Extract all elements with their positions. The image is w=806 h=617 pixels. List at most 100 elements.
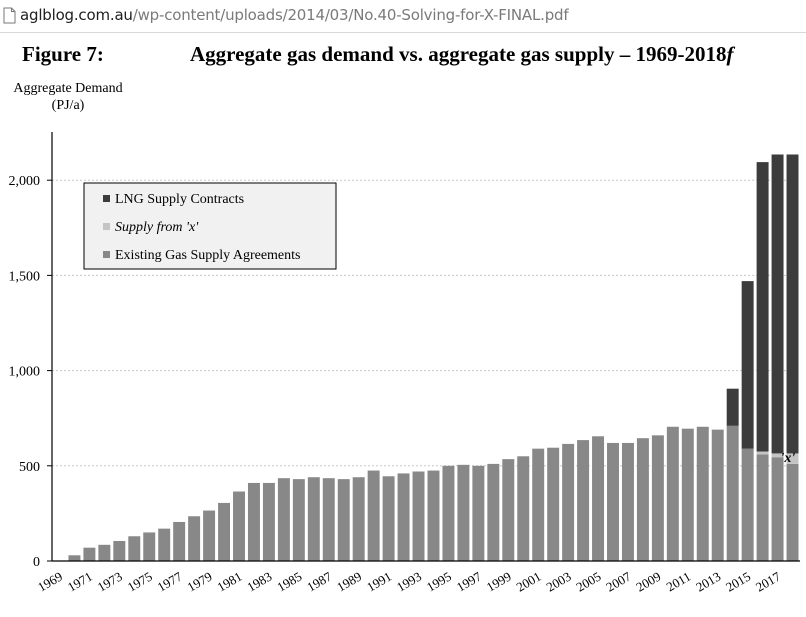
bar [158, 528, 171, 561]
x-tick-label: 1997 [454, 568, 484, 594]
x-tick-label: 1973 [95, 569, 125, 595]
x-tick-label: 2003 [544, 569, 574, 595]
y-tick-label: 1,000 [9, 365, 41, 380]
figure-title-main: Aggregate gas demand vs. aggregate gas s… [190, 42, 727, 66]
bar [711, 429, 724, 561]
y-tick-label: 500 [19, 460, 40, 475]
bar [517, 456, 530, 561]
x-tick-label: 1983 [244, 569, 274, 595]
x-tick-label: 1989 [334, 569, 364, 595]
url-host: aglblog.com.au [20, 6, 133, 24]
bar [472, 465, 485, 561]
annotation-x-label: 'x' [781, 451, 796, 466]
bar [128, 536, 141, 561]
legend-swatch [103, 195, 110, 202]
x-tick-label: 2001 [514, 569, 544, 595]
bar [427, 470, 440, 561]
bar [247, 482, 260, 561]
bar [218, 502, 231, 561]
bar [786, 463, 799, 561]
bar [367, 470, 380, 561]
y-axis-label-line1: Aggregate Demand [13, 81, 123, 96]
bar [352, 477, 365, 561]
bar [756, 162, 769, 452]
bar [636, 438, 649, 561]
x-tick-label: 2005 [574, 569, 604, 595]
bar [68, 555, 81, 561]
bar [322, 478, 335, 561]
bar [726, 425, 739, 561]
url-text[interactable]: aglblog.com.au/wp-content/uploads/2014/0… [20, 6, 569, 24]
x-tick-label: 1971 [65, 569, 95, 595]
legend-label: Existing Gas Supply Agreements [115, 248, 301, 263]
bar [98, 544, 111, 561]
y-axis-label: Aggregate Demand (PJ/a) [6, 80, 130, 114]
legend-label: LNG Supply Contracts [115, 192, 244, 207]
x-tick-label: 1991 [364, 569, 394, 595]
x-tick-label: 2013 [693, 569, 723, 595]
y-tick-label: 2,000 [9, 174, 41, 189]
bar [143, 532, 156, 561]
bar [756, 454, 769, 561]
bar [696, 426, 709, 561]
x-tick-label: 1975 [125, 569, 155, 595]
bar [277, 478, 290, 561]
x-tick-label: 2011 [664, 569, 694, 595]
bar [502, 459, 515, 561]
x-tick-label: 2015 [723, 569, 753, 595]
bar [457, 464, 470, 561]
x-tick-label: 1977 [155, 568, 185, 594]
bar [771, 453, 784, 458]
bar [651, 435, 664, 561]
y-tick-label: 0 [33, 555, 40, 570]
bar [487, 463, 500, 561]
x-tick-label: 2007 [603, 568, 633, 594]
x-tick-label: 1995 [424, 569, 454, 595]
bar [83, 547, 96, 561]
bar [113, 541, 126, 561]
bar [412, 471, 425, 561]
legend-swatch [103, 251, 110, 258]
x-tick-label: 1985 [274, 569, 304, 595]
bar [681, 428, 694, 561]
bar [397, 473, 410, 561]
bar [337, 479, 350, 561]
bar [203, 510, 216, 561]
bar [577, 440, 590, 561]
document-icon [3, 7, 16, 24]
bar [607, 442, 619, 561]
x-tick-label: 2017 [753, 568, 783, 594]
x-tick-label: 2009 [633, 569, 663, 595]
x-tick-label: 1969 [35, 569, 65, 595]
figure-title: Aggregate gas demand vs. aggregate gas s… [190, 42, 733, 67]
x-tick-label: 1993 [394, 569, 424, 595]
bar [741, 281, 754, 449]
bar [562, 443, 575, 561]
bar [262, 482, 275, 561]
x-tick-label: 1987 [304, 568, 334, 594]
bar [233, 491, 245, 561]
x-tick-label: 1981 [214, 569, 244, 595]
bar [771, 154, 784, 454]
x-tick-label: 1999 [484, 569, 514, 595]
bar [666, 426, 679, 561]
url-path: /wp-content/uploads/2014/03/No.40-Solvin… [132, 6, 569, 24]
legend-box [83, 182, 337, 270]
bar [547, 447, 560, 561]
bar [786, 453, 799, 464]
bar [188, 516, 201, 561]
bar [786, 154, 799, 454]
bar [592, 436, 605, 561]
bar [621, 442, 634, 561]
bar [532, 448, 545, 561]
bar [741, 448, 754, 561]
bar [382, 476, 395, 561]
figure-label: Figure 7: [22, 42, 104, 66]
bar [726, 388, 739, 426]
bar [292, 479, 305, 561]
x-tick-label: 1979 [185, 569, 215, 595]
address-bar[interactable]: aglblog.com.au/wp-content/uploads/2014/0… [0, 0, 806, 33]
bar [771, 457, 784, 561]
bar [173, 521, 186, 561]
